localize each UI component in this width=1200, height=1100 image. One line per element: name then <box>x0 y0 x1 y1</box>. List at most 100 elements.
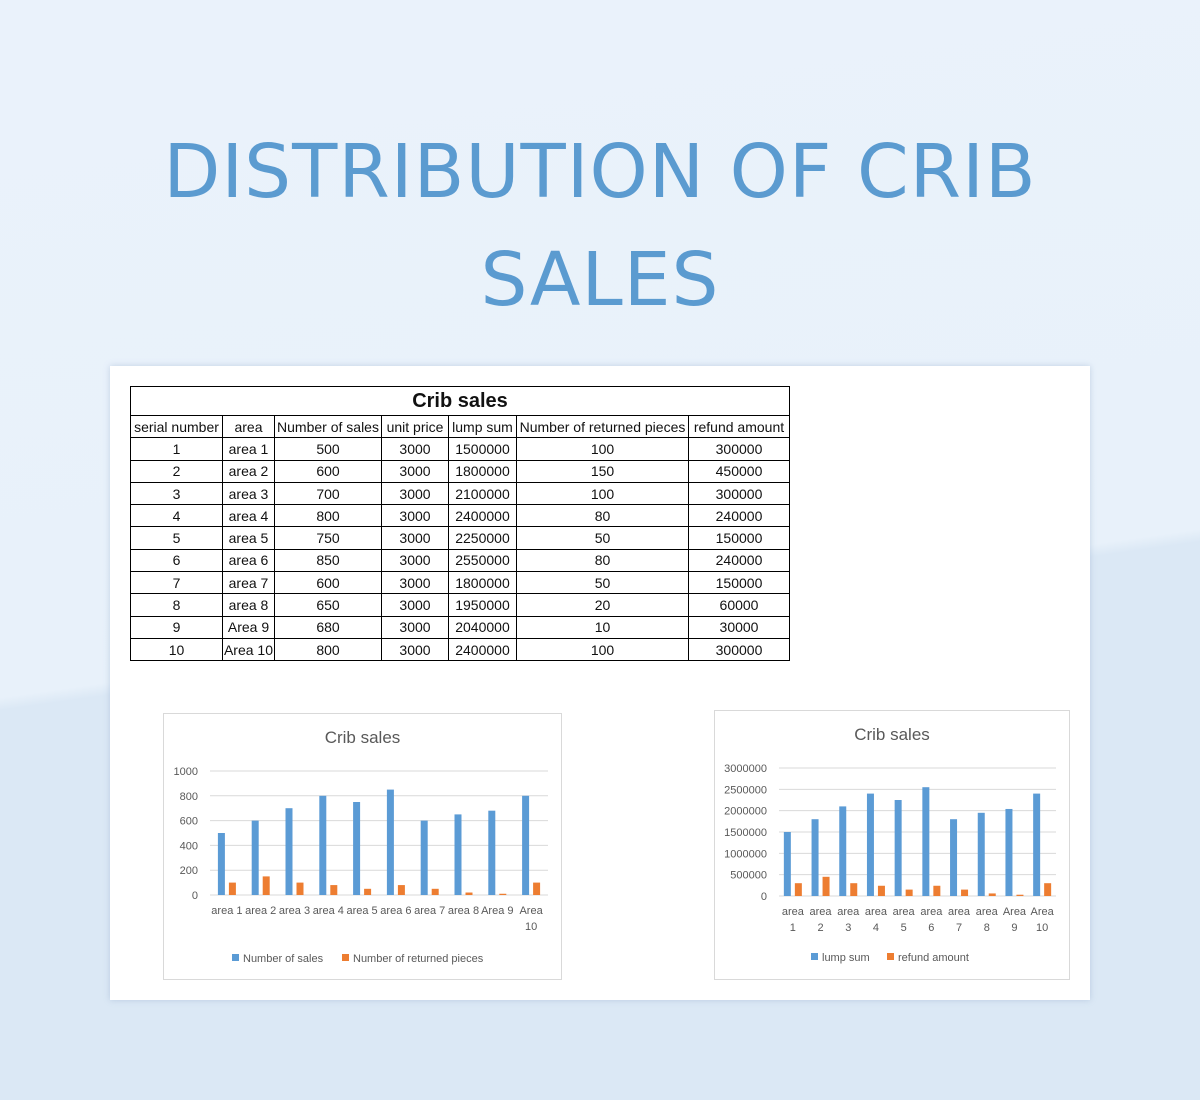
table-cell: 150000 <box>688 571 790 595</box>
table-cell: 1950000 <box>448 593 517 617</box>
page-title-line-1: DISTRIBUTION OF CRIB <box>163 129 1037 215</box>
y-tick-label: 2000000 <box>724 806 767 818</box>
y-tick-label: 800 <box>180 791 198 803</box>
x-tick-label: area 8 <box>976 906 999 934</box>
table-cell: 2040000 <box>448 615 517 639</box>
bar-series2 <box>1044 883 1052 896</box>
x-tick-label: area 4 <box>313 905 344 917</box>
table-row: 2 area 2 600 3000 1800000 150 450000 <box>130 459 790 483</box>
crib-sales-table: Crib sales serial number area Number of sa… <box>130 386 790 662</box>
table-cell: area 4 <box>222 504 275 528</box>
bar-series2 <box>1016 894 1024 896</box>
table-cell: 50 <box>516 571 689 595</box>
table-row: 10 Area 10 800 3000 2400000 100 300000 <box>130 637 790 662</box>
x-tick-label: area 1 <box>211 905 242 917</box>
bar-series2 <box>465 892 473 895</box>
bar-series2 <box>499 893 507 895</box>
x-tick-label: area 4 <box>865 906 888 934</box>
y-tick-label: 1000 <box>174 766 198 778</box>
table-cell: 700 <box>274 481 382 506</box>
table-cell: 800 <box>274 504 382 528</box>
table-cell: 2 <box>130 459 223 483</box>
y-tick-label: 2500000 <box>724 784 767 796</box>
x-tick-label: area 8 <box>448 905 479 917</box>
table-cell: 300000 <box>688 437 790 461</box>
table-cell: 7 <box>130 571 223 595</box>
bar-series1 <box>894 800 902 896</box>
table-cell: 100 <box>516 481 689 506</box>
bar-series2 <box>262 876 270 895</box>
table-row: 1 area 1 500 3000 1500000 100 300000 <box>130 437 790 461</box>
legend-swatch <box>811 953 818 960</box>
table-header-cell: refund amount <box>688 414 790 439</box>
bar-series1 <box>839 806 847 896</box>
y-tick-label: 3000000 <box>724 763 767 775</box>
bar-series1 <box>251 820 259 895</box>
chart-lump-sum-vs-refund: Crib sales 0 500000 1000000 1500000 2000000 25… <box>714 710 1070 980</box>
bar-series1 <box>977 812 985 896</box>
table-cell: Area 9 <box>222 615 275 639</box>
bar-series1 <box>217 833 225 895</box>
table-cell: 3000 <box>381 593 449 617</box>
table-cell: 100 <box>516 637 689 662</box>
bar-series2 <box>296 882 304 895</box>
bar-series2 <box>822 876 830 896</box>
table-header-cell: serial number <box>130 414 223 439</box>
bar-series2 <box>533 882 541 895</box>
table-cell: 80 <box>516 504 689 528</box>
table-cell: 450000 <box>688 459 790 483</box>
table-header-cell: Number of returned pieces <box>516 414 689 439</box>
table-cell: 3000 <box>381 437 449 461</box>
table-cell: 500 <box>274 437 382 461</box>
table-cell: 650 <box>274 593 382 617</box>
spreadsheet-sheet: Crib sales serial number area Number of sa… <box>110 366 1090 1000</box>
bar-series2 <box>330 885 338 895</box>
legend-label: refund amount <box>898 952 969 964</box>
bar-series1 <box>1005 808 1013 896</box>
table-cell: area 5 <box>222 526 275 550</box>
table-cell: 1800000 <box>448 571 517 595</box>
x-tick-label: area 3 <box>279 905 310 917</box>
legend-label: Number of returned pieces <box>353 953 484 965</box>
table-cell: 5 <box>130 526 223 550</box>
bar-series2 <box>397 885 405 895</box>
y-tick-label: 400 <box>180 840 198 852</box>
x-tick-label: area 2 <box>810 906 833 934</box>
bar-series2 <box>364 888 372 895</box>
legend-swatch <box>232 954 239 961</box>
x-tick-label: Area 9 <box>481 905 513 917</box>
table-header-cell: Number of sales <box>274 414 382 439</box>
table-cell: 3000 <box>381 481 449 506</box>
table-cell: 9 <box>130 615 223 639</box>
table-cell: 2400000 <box>448 504 517 528</box>
table-cell: 30000 <box>688 615 790 639</box>
table-cell: area 8 <box>222 593 275 617</box>
table-cell: 60000 <box>688 593 790 617</box>
table-cell: 100 <box>516 437 689 461</box>
bar-series1 <box>285 808 293 895</box>
x-tick-label: area 5 <box>346 905 377 917</box>
table-cell: 2550000 <box>448 548 517 573</box>
table-cell: 10 <box>516 615 689 639</box>
bar-series1 <box>866 793 874 896</box>
bar-series1 <box>353 802 361 895</box>
table-cell: 800 <box>274 637 382 662</box>
bar-series1 <box>522 795 530 895</box>
bar-series1 <box>783 832 791 896</box>
table-cell: 240000 <box>688 504 790 528</box>
bar-series2 <box>988 893 996 896</box>
table-cell: 600 <box>274 571 382 595</box>
y-tick-label: 500000 <box>730 870 767 882</box>
bar-series2 <box>905 889 913 896</box>
bar-series2 <box>431 888 439 895</box>
table-cell: area 1 <box>222 437 275 461</box>
y-tick-label: 1500000 <box>724 827 767 839</box>
table-row: 8 area 8 650 3000 1950000 20 60000 <box>130 593 790 617</box>
table-cell: 8 <box>130 593 223 617</box>
table-cell: 3000 <box>381 526 449 550</box>
bar-series2 <box>794 883 802 896</box>
bar-series2 <box>933 885 941 896</box>
x-tick-label: area 7 <box>414 905 445 917</box>
